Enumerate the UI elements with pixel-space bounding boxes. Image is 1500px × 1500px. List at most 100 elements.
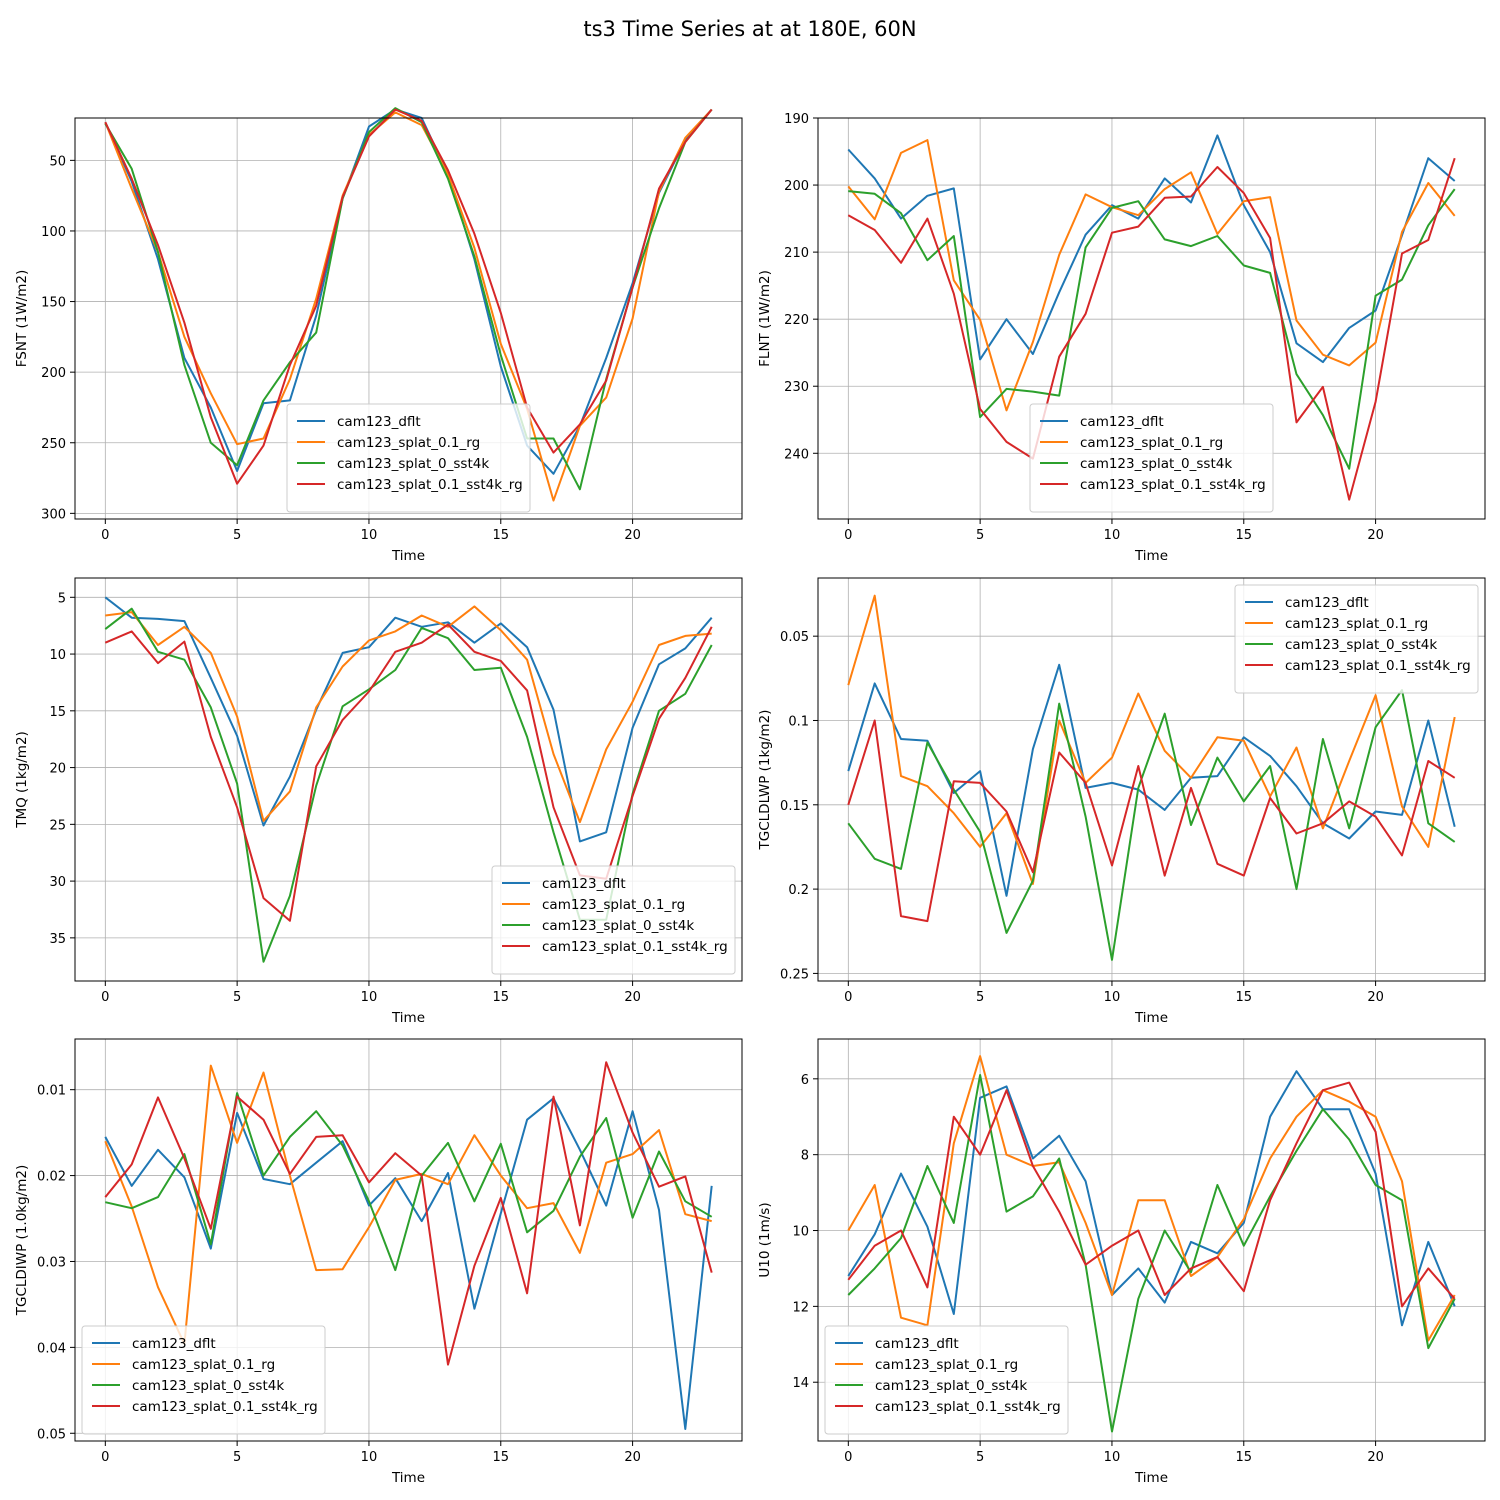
y-axis-label: TMQ (1kg/m2)	[14, 731, 30, 829]
series-line-cam123_splat_0.1_sst4k_rg	[104, 623, 713, 922]
legend-box	[286, 403, 531, 513]
series-line-cam123_splat_0.1_rg	[847, 1055, 1456, 1342]
subplot-3: 0 5 10 15 20 5 10 15 20 25 30 35 Time TMQ (1kg/m2) cam…	[14, 577, 743, 1026]
legend-entry: cam123_splat_0.1_rg	[1285, 616, 1428, 632]
x-tick-label: 10	[1104, 1450, 1121, 1465]
x-tick-label: 5	[976, 990, 984, 1005]
y-tick-label: 210	[784, 246, 809, 261]
x-tick-label: 20	[624, 528, 641, 543]
subplot-1: 0 5 10 15 20 50 100 150 200 250 300 Time FSNT (1W/m2…	[14, 107, 743, 564]
x-tick-label: 5	[976, 1450, 984, 1465]
x-tick-label: 20	[624, 1450, 641, 1465]
x-tick-label: 15	[1235, 1450, 1252, 1465]
x-tick-label: 10	[361, 990, 378, 1005]
series-line-cam123_splat_0.1_rg	[104, 108, 713, 502]
x-axis-label: Time	[391, 548, 425, 564]
series-line-cam123_dflt	[847, 134, 1456, 364]
legend-entry: cam123_splat_0_sst4k	[337, 456, 489, 472]
y-tick-label: 0.2	[788, 883, 809, 898]
x-tick-label: 0	[844, 990, 852, 1005]
legend-entry: cam123_splat_0.1_rg	[132, 1357, 275, 1373]
legend-box	[491, 865, 736, 975]
x-axis-label: Time	[391, 1010, 425, 1026]
x-tick-label: 0	[101, 1450, 109, 1465]
legend: cam123_dflt cam123_splat_0.1_rg cam123_spl…	[824, 1325, 1069, 1435]
series-line-cam123_splat_0_sst4k	[848, 188, 1456, 470]
series-line-cam123_splat_0.1_rg	[104, 1064, 712, 1345]
plot-frame	[74, 117, 743, 520]
y-tick-label: 0.05	[780, 630, 809, 645]
y-tick-label: 30	[49, 875, 66, 890]
x-tick-label: 0	[844, 528, 852, 543]
legend-box	[824, 1325, 1069, 1435]
y-tick-label: 0.05	[37, 1427, 66, 1442]
y-axis-label: FSNT (1W/m2)	[14, 270, 30, 368]
x-tick-label: 15	[1235, 528, 1252, 543]
x-tick-label: 15	[1235, 990, 1252, 1005]
legend-entry: cam123_splat_0.1_rg	[337, 435, 480, 451]
series-line-cam123_splat_0.1_sst4k_rg	[104, 1061, 713, 1366]
legend-entry: cam123_splat_0_sst4k	[542, 918, 694, 934]
legend-entry: cam123_dflt	[132, 1336, 216, 1352]
series-line-cam123_splat_0_sst4k	[105, 1092, 713, 1272]
plot-frame	[74, 577, 743, 982]
legend-entry: cam123_dflt	[1080, 414, 1164, 430]
y-tick-label: 35	[49, 932, 66, 947]
series-line-cam123_splat_0.1_rg	[847, 139, 1456, 412]
y-tick-label: 200	[784, 179, 809, 194]
legend: cam123_dflt cam123_splat_0.1_rg cam123_spl…	[1029, 403, 1274, 513]
x-tick-label: 10	[1104, 990, 1121, 1005]
subplot-6: 0 5 10 15 20 6 8 10 12 14 Time U10 (1m/s) cam123_dfl…	[757, 1038, 1486, 1486]
x-tick-label: 5	[976, 528, 984, 543]
y-tick-label: 10	[792, 1225, 809, 1240]
y-tick-label: 190	[784, 112, 809, 127]
legend-entry: cam123_dflt	[1285, 595, 1369, 611]
y-axis-label: TGCLDLWP (1kg/m2)	[757, 710, 773, 851]
series-line-cam123_splat_0.1_sst4k_rg	[847, 1081, 1456, 1308]
legend-entry: cam123_dflt	[875, 1336, 959, 1352]
legend-entry: cam123_dflt	[337, 414, 421, 430]
x-tick-label: 20	[1367, 1450, 1384, 1465]
y-tick-label: 10	[49, 648, 66, 663]
legend-box	[1029, 403, 1274, 513]
x-axis-label: Time	[391, 1470, 425, 1486]
x-tick-label: 15	[492, 528, 509, 543]
x-tick-label: 20	[624, 990, 641, 1005]
y-tick-label: 20	[49, 762, 66, 777]
series-line-cam123_splat_0_sst4k	[847, 689, 1456, 961]
legend-entry: cam123_splat_0.1_rg	[1080, 435, 1223, 451]
y-tick-label: 100	[41, 225, 66, 240]
legend-entry: cam123_splat_0.1_sst4k_rg	[542, 939, 728, 955]
x-tick-label: 0	[101, 990, 109, 1005]
y-tick-label: 150	[41, 296, 66, 311]
y-tick-label: 12	[792, 1300, 809, 1315]
y-tick-label: 240	[784, 447, 809, 462]
x-tick-label: 0	[844, 1450, 852, 1465]
x-axis-label: Time	[1134, 1470, 1168, 1486]
y-axis-label: FLNT (1W/m2)	[757, 270, 773, 367]
y-tick-label: 0.04	[37, 1341, 66, 1356]
x-tick-label: 15	[492, 1450, 509, 1465]
x-tick-label: 20	[1367, 990, 1384, 1005]
y-tick-label: 250	[41, 437, 66, 452]
y-tick-label: 0.02	[37, 1170, 66, 1185]
subplot-2: 0 5 10 15 20 190 200 210 220 230 240 Time FLNT (1W/m…	[757, 112, 1486, 564]
subplot-4: 0 5 10 15 20 0.05 0.1 0.15 0.2 0.25 Time TGCLDLWP (…	[757, 577, 1486, 1026]
legend-entry: cam123_splat_0.1_sst4k_rg	[1285, 658, 1471, 674]
y-tick-label: 200	[41, 366, 66, 381]
y-tick-label: 0.15	[780, 799, 809, 814]
figure-title: ts3 Time Series at at 180E, 60N	[583, 17, 916, 41]
legend-entry: cam123_dflt	[542, 876, 626, 892]
y-tick-label: 25	[49, 818, 66, 833]
series-line-cam123_dflt	[104, 1097, 713, 1430]
legend-box	[1234, 584, 1479, 694]
y-tick-label: 0.03	[37, 1255, 66, 1270]
legend-entry: cam123_splat_0_sst4k	[1080, 456, 1232, 472]
series-line-cam123_splat_0.1_sst4k_rg	[104, 108, 713, 485]
y-tick-label: 0.25	[780, 967, 809, 982]
x-axis-label: Time	[1134, 548, 1168, 564]
y-axis-label: TGCLDIWP (1.0kg/m2)	[14, 1165, 30, 1317]
x-tick-label: 10	[1104, 528, 1121, 543]
